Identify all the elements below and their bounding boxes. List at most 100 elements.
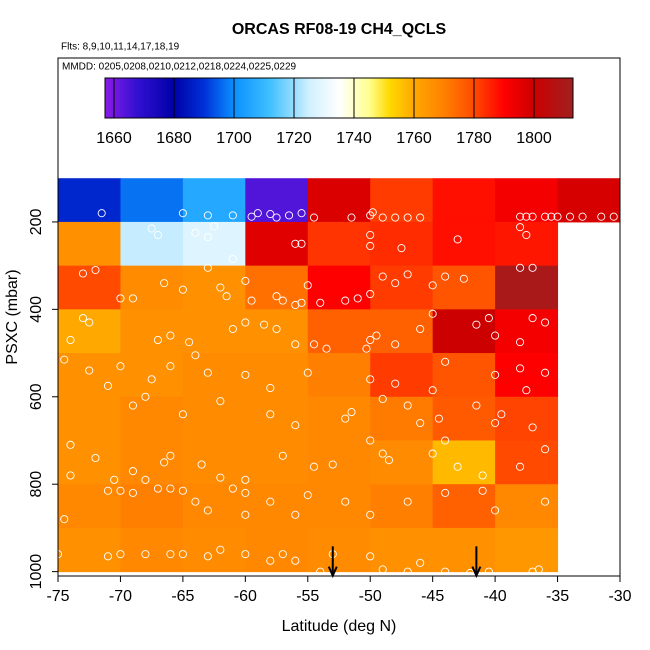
data-point xyxy=(166,550,175,559)
colorbar-tick-label: 1720 xyxy=(276,130,312,147)
heat-cell xyxy=(432,440,496,485)
data-point xyxy=(309,340,319,349)
data-point xyxy=(191,497,200,506)
data-point xyxy=(353,294,362,303)
colorbar-tick-label: 1660 xyxy=(96,130,132,147)
heat-cell xyxy=(495,178,559,223)
data-point xyxy=(203,368,212,377)
subtitle: Flts: 8,9,10,11,14,17,18,19 xyxy=(61,42,180,53)
y-tick-label: 800 xyxy=(28,471,45,498)
heat-cell xyxy=(120,527,184,573)
heat-cell xyxy=(307,309,371,354)
heat-cell xyxy=(307,396,371,441)
data-point xyxy=(341,296,350,305)
colorbar-tick-label: 1800 xyxy=(516,130,552,147)
x-tick-label: -55 xyxy=(296,588,319,605)
data-point xyxy=(366,230,375,240)
heat-cell xyxy=(495,265,559,310)
data-point xyxy=(434,414,443,423)
plot-frame xyxy=(57,57,621,577)
heat-cell xyxy=(58,265,121,310)
heat-cell xyxy=(182,178,246,223)
data-point xyxy=(472,401,481,410)
data-point xyxy=(241,318,250,327)
data-point xyxy=(559,303,568,312)
data-point xyxy=(241,550,250,559)
data-point xyxy=(541,445,550,454)
data-point xyxy=(391,340,400,349)
data-point xyxy=(516,223,525,232)
data-point xyxy=(166,362,175,371)
heat-cell xyxy=(370,440,434,485)
data-point xyxy=(516,212,525,221)
x-axis-label: Latitude (deg N) xyxy=(282,618,397,635)
data-point xyxy=(516,338,525,347)
data-point xyxy=(85,318,94,327)
data-point xyxy=(297,209,306,218)
heat-cell xyxy=(182,265,246,310)
heat-cell xyxy=(307,265,371,310)
data-point xyxy=(528,263,537,272)
heat-cell xyxy=(495,221,559,267)
heat-cell xyxy=(182,221,246,267)
data-point xyxy=(347,408,356,417)
colorbar-tick-label: 1680 xyxy=(156,130,192,147)
heat-cell xyxy=(495,396,559,441)
data-point xyxy=(216,283,225,292)
data-point xyxy=(278,451,287,460)
data-point xyxy=(291,340,300,349)
data-point xyxy=(541,368,550,377)
data-point xyxy=(428,309,437,318)
colorbar-tick-label: 1760 xyxy=(396,130,432,147)
data-point xyxy=(166,484,175,493)
data-point xyxy=(141,392,150,401)
data-point xyxy=(241,370,250,379)
data-point xyxy=(578,212,587,221)
data-point xyxy=(128,467,137,476)
data-point xyxy=(368,208,377,217)
data-point xyxy=(441,357,450,366)
data-point xyxy=(103,381,113,390)
heat-cell xyxy=(432,221,496,267)
data-point xyxy=(441,488,450,497)
x-tick-label: -40 xyxy=(484,588,507,605)
data-point xyxy=(178,486,187,495)
x-tick-label: -75 xyxy=(46,588,69,605)
data-point xyxy=(516,364,525,373)
data-point xyxy=(516,263,525,272)
data-point xyxy=(316,298,325,307)
data-point xyxy=(272,292,281,301)
data-point xyxy=(210,222,219,231)
heat-cell xyxy=(245,396,309,441)
data-point xyxy=(516,462,525,471)
colorbar xyxy=(104,77,574,119)
data-point xyxy=(341,414,350,423)
data-point xyxy=(291,556,300,565)
heat-cell xyxy=(370,265,434,310)
data-point xyxy=(366,290,375,299)
data-point xyxy=(366,552,375,561)
data-point xyxy=(416,324,425,334)
heat-cell xyxy=(307,484,371,529)
data-point xyxy=(116,362,125,371)
data-point xyxy=(91,265,100,275)
data-point xyxy=(60,515,69,524)
data-point xyxy=(372,331,381,340)
data-point xyxy=(191,228,200,237)
heat-cell xyxy=(245,527,309,573)
heat-cell xyxy=(182,527,246,573)
data-point xyxy=(66,471,75,480)
data-point xyxy=(403,213,412,222)
data-point xyxy=(228,324,237,334)
data-point xyxy=(378,394,387,404)
data-point xyxy=(362,344,371,353)
data-point xyxy=(110,475,119,484)
data-point xyxy=(341,497,350,506)
heat-cell xyxy=(245,178,309,223)
data-point xyxy=(453,235,462,244)
data-point xyxy=(397,244,406,253)
data-point xyxy=(441,272,450,281)
data-point xyxy=(609,212,618,221)
heat-cell xyxy=(495,440,559,485)
